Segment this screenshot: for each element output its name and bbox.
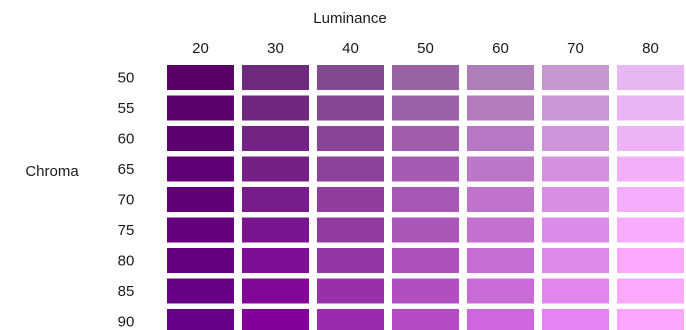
heatmap-cell (542, 248, 609, 273)
y-tick-labels: 50 55 60 65 70 75 80 85 90 (118, 70, 135, 330)
heatmap-cell (542, 65, 609, 90)
heatmap-cell (317, 95, 384, 121)
heatmap-cell (167, 65, 234, 90)
heatmap-cell (392, 248, 459, 273)
heatmap-cell (617, 309, 684, 330)
heatmap-cell (617, 248, 684, 273)
x-tick-labels: 20 30 40 50 60 70 80 (192, 40, 659, 57)
heatmap-cell (242, 156, 309, 182)
heatmap-cell (542, 309, 609, 330)
heatmap-cell (242, 187, 309, 212)
y-tick-label: 90 (118, 314, 135, 330)
heatmap-cell (617, 65, 684, 90)
y-tick-label: 65 (118, 161, 135, 178)
x-tick-label: 50 (417, 40, 434, 57)
heatmap-cell (242, 248, 309, 273)
heatmap-cell (317, 217, 384, 243)
heatmap-cell (167, 126, 234, 151)
heatmap-cell (167, 309, 234, 330)
heatmap-cell (167, 187, 234, 212)
heatmap-cells (167, 65, 684, 330)
heatmap-cell (617, 126, 684, 151)
heatmap-cell (317, 187, 384, 212)
heatmap-cell (392, 65, 459, 90)
x-tick-label: 60 (492, 40, 509, 57)
heatmap-cell (542, 187, 609, 212)
heatmap-cell (617, 156, 684, 182)
heatmap-cell (317, 65, 384, 90)
y-tick-label: 60 (118, 131, 135, 148)
heatmap-cell (242, 126, 309, 151)
heatmap-cell (242, 65, 309, 90)
y-tick-label: 85 (118, 283, 135, 300)
y-tick-label: 55 (118, 100, 135, 117)
x-tick-label: 80 (642, 40, 659, 57)
heatmap-cell (467, 156, 534, 182)
heatmap-cell (392, 156, 459, 182)
x-tick-label: 70 (567, 40, 584, 57)
heatmap-cell (617, 95, 684, 121)
heatmap-cell (617, 278, 684, 304)
heatmap-cell (542, 156, 609, 182)
heatmap-cell (542, 217, 609, 243)
heatmap-cell (167, 156, 234, 182)
heatmap-cell (242, 309, 309, 330)
heatmap-cell (542, 95, 609, 121)
x-tick-label: 40 (342, 40, 359, 57)
heatmap-cell (317, 309, 384, 330)
x-tick-label: 20 (192, 40, 209, 57)
heatmap-cell (542, 278, 609, 304)
heatmap-cell (467, 126, 534, 151)
heatmap-cell (617, 217, 684, 243)
heatmap-cell (467, 187, 534, 212)
y-tick-label: 80 (118, 253, 135, 270)
y-tick-label: 75 (118, 222, 135, 239)
heatmap-cell (467, 278, 534, 304)
heatmap-cell (392, 126, 459, 151)
heatmap-cell (242, 278, 309, 304)
heatmap-cell (467, 309, 534, 330)
heatmap-cell (392, 187, 459, 212)
y-tick-label: 70 (118, 192, 135, 209)
heatmap-cell (317, 278, 384, 304)
heatmap-cell (317, 156, 384, 182)
heatmap-cell (167, 278, 234, 304)
heatmap-cell (317, 126, 384, 151)
heatmap-cell (242, 95, 309, 121)
heatmap-cell (392, 278, 459, 304)
heatmap-cell (467, 217, 534, 243)
x-tick-label: 30 (267, 40, 284, 57)
heatmap-cell (467, 95, 534, 121)
y-tick-label: 50 (118, 70, 135, 87)
heatmap-cell (392, 309, 459, 330)
x-axis-label: Luminance (313, 10, 386, 27)
heatmap-cell (392, 95, 459, 121)
heatmap-cell (167, 248, 234, 273)
heatmap-cell (467, 248, 534, 273)
heatmap-cell (167, 217, 234, 243)
heatmap-cell (542, 126, 609, 151)
heatmap-cell (617, 187, 684, 212)
y-axis-label: Chroma (25, 163, 79, 180)
heatmap-cell (242, 217, 309, 243)
heatmap-cell (167, 95, 234, 121)
heatmap-cell (317, 248, 384, 273)
heatmap-cell (467, 65, 534, 90)
heatmap-cell (392, 217, 459, 243)
